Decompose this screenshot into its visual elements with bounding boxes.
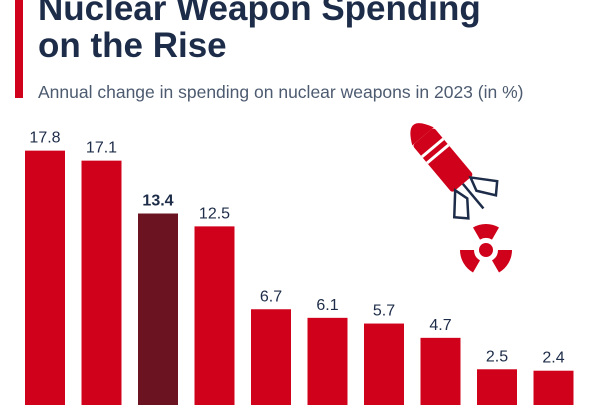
radiation-icon: [460, 224, 512, 273]
bar: [194, 226, 235, 405]
value-label: 12.5: [199, 205, 230, 222]
bar: [477, 369, 517, 405]
value-label: 17.8: [29, 130, 60, 147]
value-label: 13.4: [142, 193, 173, 210]
bar: [307, 317, 348, 405]
value-label: 6.1: [316, 297, 338, 314]
value-label: 6.7: [260, 288, 282, 305]
bar: [25, 150, 65, 405]
value-label: 4.7: [429, 317, 451, 334]
bar: [81, 160, 122, 405]
bar: [364, 323, 404, 405]
value-label: 17.1: [86, 140, 117, 157]
bar: [533, 370, 574, 405]
bar: [251, 309, 291, 405]
bar: [138, 213, 178, 405]
missile-icon: [410, 123, 499, 220]
accent-bar: [15, 0, 23, 98]
chart-title: Nuclear Weapon Spending on the Rise: [38, 0, 481, 65]
value-label: 2.4: [542, 350, 564, 367]
value-label: 5.7: [373, 303, 395, 320]
chart-subtitle: Annual change in spending on nuclear wea…: [38, 82, 524, 102]
bar: [420, 337, 461, 405]
value-label: 2.5: [486, 348, 508, 365]
